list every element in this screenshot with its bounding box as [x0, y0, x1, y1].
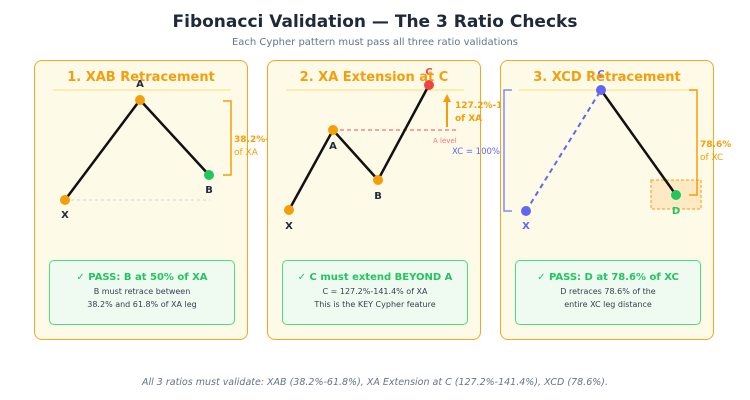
ratio-label-2: of XA: [455, 114, 482, 124]
result-line-1: B must retrace between: [93, 287, 191, 296]
xabc-leg-line: [287, 84, 431, 211]
result-line-1: C = 127.2%-141.4% of XA: [322, 287, 428, 296]
xab-diagram: X A B 38.2%- of XA: [53, 79, 269, 221]
result-box: ✓ C must extend BEYOND A C = 127.2%-141.…: [282, 260, 468, 325]
xc-leg-line: [525, 89, 602, 212]
label-x: X: [522, 221, 530, 232]
label-a: A: [329, 141, 337, 152]
ratio-label-2: of XC: [700, 153, 723, 163]
result-line-2: 38.2% and 61.8% of XA leg: [87, 300, 197, 309]
panel-xcd-retracement: X C D 78.6% of XC 3. XCD Retracement ✓ P…: [500, 60, 731, 340]
cd-leg-line: [599, 89, 678, 196]
point-b: [373, 175, 383, 185]
result-heading: ✓ C must extend BEYOND A: [297, 272, 453, 283]
panel-xa-extension: X A B C 127.2%-14 of XA A level XC = 100…: [267, 60, 509, 340]
label-a: A: [136, 79, 144, 90]
label-x: X: [285, 221, 293, 232]
panel-title: 2. XA Extension at C: [299, 70, 449, 85]
point-d: [671, 190, 681, 200]
footer-note: All 3 ratios must validate: XAB (38.2%-6…: [141, 377, 608, 388]
page-subtitle: Each Cypher pattern must pass all three …: [231, 37, 519, 48]
xcd-diagram: X C D 78.6% of XC: [503, 69, 731, 232]
ratio-bracket: [223, 100, 232, 176]
point-a: [328, 125, 338, 135]
result-box: ✓ PASS: B at 50% of XA B must retrace be…: [49, 260, 235, 325]
a-level-label: A level: [433, 137, 457, 145]
label-c: C: [425, 67, 432, 78]
xc-label: XC = 100%: [452, 147, 500, 157]
point-c: [424, 80, 434, 90]
point-a: [135, 95, 145, 105]
ratio-label-2: of XA: [234, 148, 259, 158]
point-x: [284, 205, 294, 215]
point-x: [521, 206, 531, 216]
label-b: B: [374, 191, 382, 202]
point-b: [204, 170, 214, 180]
xc-bracket: [503, 89, 512, 212]
xab-leg-line: [64, 98, 210, 201]
page-title: Fibonacci Validation — The 3 Ratio Check…: [172, 12, 578, 32]
ratio-label-1: 38.2%-: [234, 135, 269, 145]
panel-xab-retracement: X A B 38.2%- of XA 1. XAB Retracement ✓ …: [34, 60, 269, 340]
panel-title: 3. XCD Retracement: [533, 70, 681, 85]
panel-title: 1. XAB Retracement: [67, 70, 215, 85]
label-b: B: [205, 185, 213, 196]
result-heading: ✓ PASS: B at 50% of XA: [76, 272, 208, 283]
result-line-1: D retraces 78.6% of the: [560, 287, 656, 296]
result-heading: ✓ PASS: D at 78.6% of XC: [537, 272, 679, 283]
xa-extension-diagram: X A B C 127.2%-14 of XA A level XC = 100…: [284, 67, 509, 232]
label-c: C: [597, 69, 604, 80]
result-line-2: entire XC leg distance: [564, 300, 652, 309]
arrow-up-icon: [443, 94, 451, 102]
label-d: D: [672, 206, 680, 217]
ratio-label-1: 127.2%-14: [455, 101, 509, 111]
point-x: [60, 195, 70, 205]
point-c: [596, 85, 606, 95]
result-box: ✓ PASS: D at 78.6% of XC D retraces 78.6…: [515, 260, 701, 325]
ratio-label-1: 78.6%: [700, 140, 731, 150]
result-line-2: This is the KEY Cypher feature: [314, 300, 436, 309]
label-x: X: [61, 210, 69, 221]
ratio-bracket: [689, 89, 698, 196]
